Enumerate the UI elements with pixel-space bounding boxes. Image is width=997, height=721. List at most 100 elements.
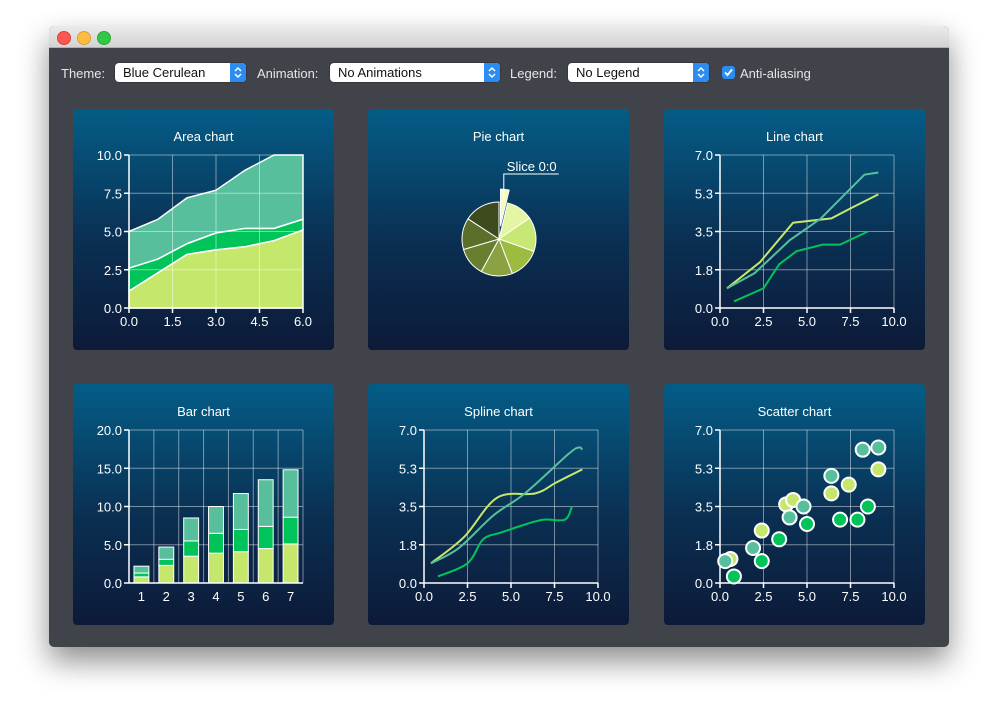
chart-title: Spline chart (464, 404, 533, 419)
x-tick-label: 0.0 (120, 314, 138, 329)
y-tick-label: 0.0 (695, 301, 713, 316)
legend-label: Legend: (510, 66, 557, 81)
bar-segment (183, 555, 200, 584)
x-tick-label: 7.5 (841, 314, 859, 329)
area-chart: 0.0 2.5 5.0 7.5 10.0 0.0 1.5 3.0 4.5 6.0 Area char… (97, 129, 312, 329)
scatter-point (795, 498, 812, 515)
pie-chart: Pie chart Slice 0:0 (461, 129, 559, 277)
line-chart: 0.0 1.8 3.5 5.3 7.0 0.0 2.5 5.0 7.5 10.0 Line char… (695, 129, 907, 329)
bar-segment (257, 548, 274, 584)
x-tick-label: 7.5 (841, 589, 859, 604)
pie-slice-7 (467, 201, 500, 240)
chart-title: Scatter chart (758, 404, 832, 419)
y-tick-label: 7.0 (695, 423, 713, 438)
scatter-point (725, 568, 742, 585)
area-chart-panel: 0.0 2.5 5.0 7.5 10.0 0.0 1.5 3.0 4.5 6.0 Area char… (73, 109, 334, 350)
select-arrows-icon (230, 63, 246, 82)
theme-select-value: Blue Cerulean (123, 65, 206, 80)
bar-segment (158, 564, 175, 584)
bar-segment (208, 532, 224, 554)
x-tick-label: 10.0 (881, 589, 906, 604)
x-tick-label: 10.0 (881, 314, 906, 329)
y-tick-label: 3.5 (399, 500, 417, 515)
x-tick-label: 0.0 (711, 589, 729, 604)
x-tick-label: 4 (212, 589, 219, 604)
scatter-point (849, 511, 866, 528)
x-tick-label: 5 (237, 589, 244, 604)
y-tick-label: 1.8 (695, 263, 713, 278)
scatter-point (870, 461, 887, 478)
y-tick-label: 2.5 (104, 263, 122, 278)
select-arrows-icon (484, 63, 500, 82)
select-arrows-icon (693, 63, 709, 82)
chart-title: Area chart (174, 129, 234, 144)
x-tick-label: 1.5 (163, 314, 181, 329)
bar-segment (133, 572, 150, 578)
antialiasing-label: Anti-aliasing (740, 66, 811, 81)
x-tick-label: 6 (262, 589, 269, 604)
scatter-chart-panel: 0.0 1.8 3.5 5.3 7.0 0.0 2.5 5.0 7.5 10.0 Scatter c… (664, 384, 925, 625)
scatter-point (771, 531, 788, 548)
minimize-window-button[interactable] (77, 31, 91, 45)
scatter-point (859, 498, 876, 515)
bar-segment (282, 516, 299, 545)
bar-segment (282, 543, 299, 584)
y-tick-label: 1.8 (399, 538, 417, 553)
bar-chart: 0.0 5.0 10.0 15.0 20.0 1 2 3 4 5 6 7 Bar chart (97, 404, 304, 604)
x-tick-label: 2.5 (458, 589, 476, 604)
scatter-chart: 0.0 1.8 3.5 5.3 7.0 0.0 2.5 5.0 7.5 10.0 Scatter c… (695, 404, 907, 604)
zoom-window-button[interactable] (97, 31, 111, 45)
x-tick-label: 6.0 (294, 314, 312, 329)
spline-series-2 (430, 468, 583, 565)
x-tick-label: 3.0 (207, 314, 225, 329)
antialiasing-checkbox[interactable] (722, 66, 735, 79)
app-window: Theme: Blue Cerulean Animation: No Anima… (49, 26, 949, 647)
y-tick-label: 0.0 (695, 576, 713, 591)
y-tick-label: 3.5 (695, 225, 713, 240)
animation-label: Animation: (257, 66, 319, 81)
y-tick-label: 7.5 (104, 186, 122, 201)
pie-chart-panel: Pie chart Slice 0:0 (368, 109, 629, 350)
x-tick-label: 5.0 (502, 589, 520, 604)
x-tick-label: 7 (287, 589, 294, 604)
spline-chart-panel: 0.0 1.8 3.5 5.3 7.0 0.0 2.5 5.0 7.5 10.0 Spline ch… (368, 384, 629, 625)
y-tick-label: 1.8 (695, 538, 713, 553)
x-tick-label: 5.0 (798, 314, 816, 329)
close-window-button[interactable] (57, 31, 71, 45)
bar-segment (282, 469, 299, 518)
y-tick-label: 5.3 (399, 461, 417, 476)
toolbar: Theme: Blue Cerulean Animation: No Anima… (49, 48, 949, 98)
bar-segment (183, 540, 200, 557)
legend-select[interactable]: No Legend (568, 63, 709, 82)
scatter-point (823, 467, 840, 484)
y-tick-label: 5.3 (695, 461, 713, 476)
scatter-point (753, 553, 770, 570)
scatter-point (745, 540, 762, 557)
spline-chart: 0.0 1.8 3.5 5.3 7.0 0.0 2.5 5.0 7.5 10.0 Spline ch… (399, 404, 611, 604)
bar-segment (232, 492, 249, 530)
bar-segment (133, 565, 150, 574)
checkmark-icon (724, 68, 733, 77)
bar-segment (158, 546, 175, 560)
animation-select[interactable]: No Animations (330, 63, 500, 82)
scatter-point (832, 511, 849, 528)
x-tick-label: 0.0 (711, 314, 729, 329)
y-tick-label: 5.0 (104, 225, 122, 240)
line-series-2 (726, 193, 879, 290)
y-tick-label: 20.0 (97, 423, 122, 438)
y-tick-label: 5.0 (104, 538, 122, 553)
y-tick-label: 7.0 (695, 148, 713, 163)
pie-slice-0 (500, 188, 510, 227)
y-tick-label: 5.3 (695, 186, 713, 201)
x-tick-label: 5.0 (798, 589, 816, 604)
y-tick-label: 7.0 (399, 423, 417, 438)
scatter-point (823, 485, 840, 502)
y-tick-label: 10.0 (97, 500, 122, 515)
scatter-point (840, 476, 857, 493)
line-chart-panel: 0.0 1.8 3.5 5.3 7.0 0.0 2.5 5.0 7.5 10.0 Line char… (664, 109, 925, 350)
x-tick-label: 1 (138, 589, 145, 604)
scatter-point (753, 522, 770, 539)
theme-select[interactable]: Blue Cerulean (115, 63, 246, 82)
bar-segment (257, 479, 274, 527)
y-tick-label: 10.0 (97, 148, 122, 163)
